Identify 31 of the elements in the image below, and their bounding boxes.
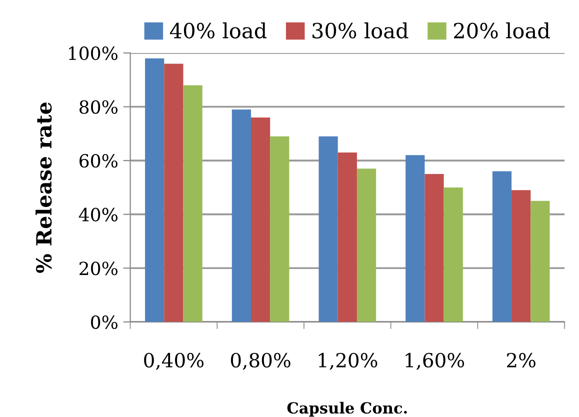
y-tick-label: 0% (91, 315, 118, 330)
bar (318, 136, 338, 322)
bar (356, 168, 376, 322)
x-tick-label: 1,20% (318, 352, 378, 370)
bar (512, 190, 531, 322)
y-tick-label: 60% (80, 154, 118, 168)
legend-label: 20% load (454, 22, 550, 39)
bar (406, 155, 425, 322)
legend-label: 40% load (170, 22, 267, 39)
bar (424, 174, 444, 322)
x-tick-label: 2% (506, 352, 536, 368)
bar (250, 118, 270, 322)
bar (183, 85, 202, 322)
x-axis-title: Capsule Conc. (287, 402, 407, 417)
x-tick-label: 1,60% (406, 352, 464, 370)
y-axis-title: % Release rate (36, 102, 52, 273)
y-tick-label: 40% (78, 208, 118, 222)
y-tick-label: 20% (80, 262, 118, 276)
x-tick-label: 0,80% (230, 352, 290, 370)
bar (338, 152, 357, 322)
bar (444, 187, 463, 322)
bar (492, 171, 512, 322)
legend-label: 30% load (312, 22, 408, 39)
bar (164, 64, 184, 322)
y-tick-label: 80% (80, 100, 118, 114)
x-tick-label: 0,40% (144, 352, 204, 370)
bar (145, 58, 164, 322)
bar (270, 136, 290, 322)
bar (530, 200, 550, 322)
bar (232, 109, 251, 322)
y-tick-label: 100% (69, 46, 118, 60)
